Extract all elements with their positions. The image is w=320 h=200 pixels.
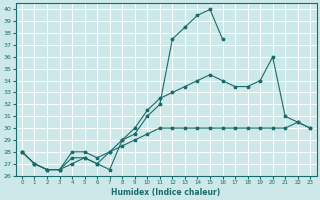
X-axis label: Humidex (Indice chaleur): Humidex (Indice chaleur) [111,188,221,197]
